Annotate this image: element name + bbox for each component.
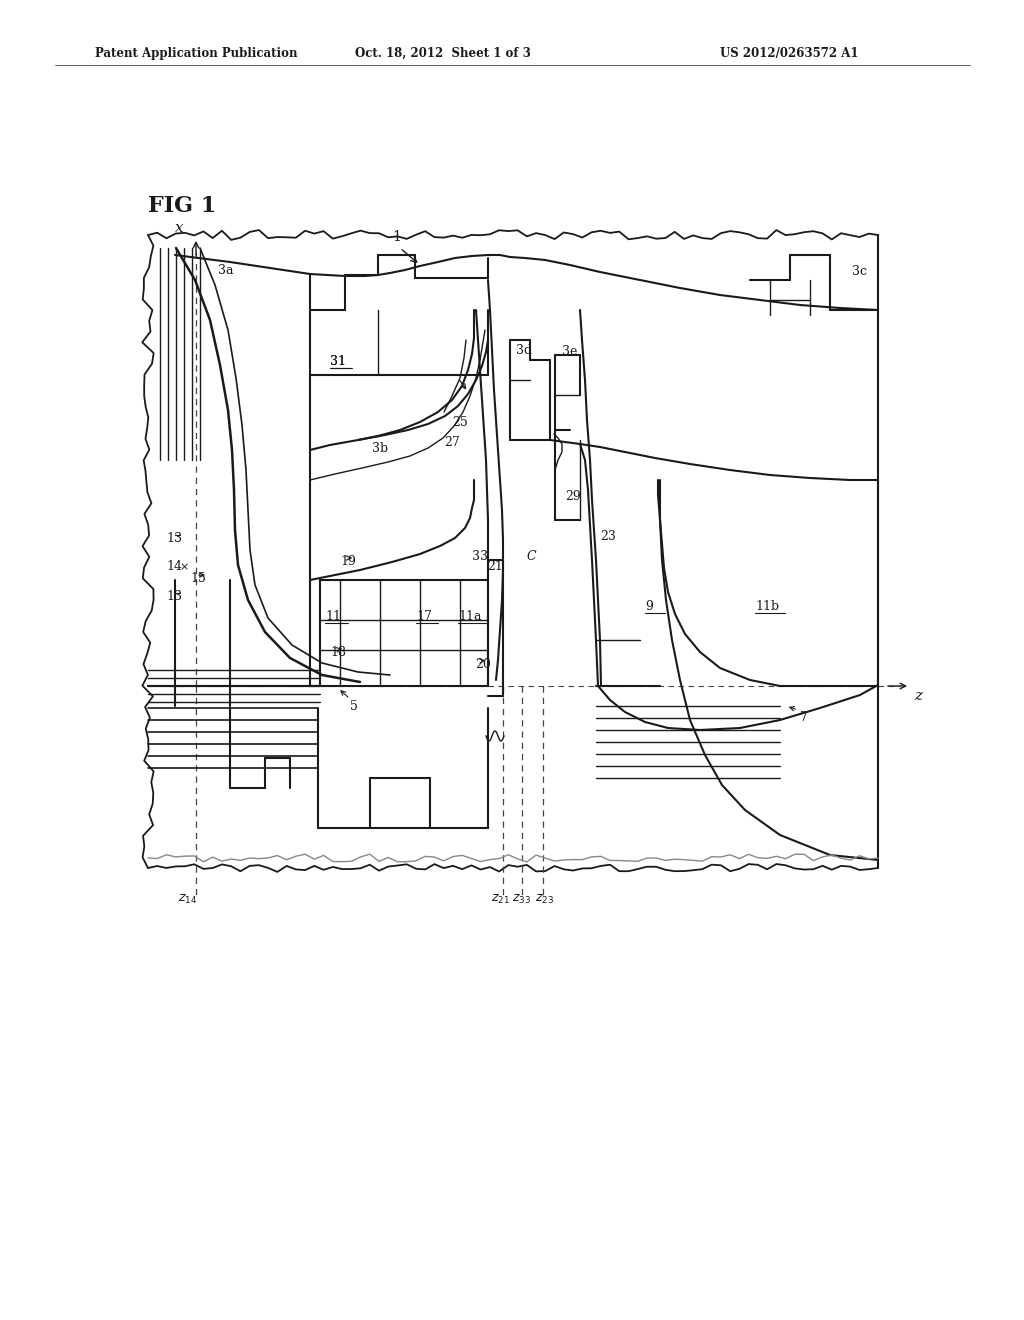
Text: 20: 20 <box>475 657 490 671</box>
Text: 23: 23 <box>600 531 615 543</box>
Text: $z_{23}$: $z_{23}$ <box>535 894 554 906</box>
Text: FIG 1: FIG 1 <box>148 195 216 216</box>
Text: 29: 29 <box>565 490 581 503</box>
Text: 3c: 3c <box>852 265 867 279</box>
Text: 15: 15 <box>190 572 206 585</box>
Text: Oct. 18, 2012  Sheet 1 of 3: Oct. 18, 2012 Sheet 1 of 3 <box>355 48 530 59</box>
Text: 3d: 3d <box>516 345 532 356</box>
Text: 3b: 3b <box>372 442 388 455</box>
Text: 7: 7 <box>800 711 808 723</box>
Text: $z_{14}$: $z_{14}$ <box>178 894 198 906</box>
Text: $z_{33}$: $z_{33}$ <box>512 894 531 906</box>
Text: US 2012/0263572 A1: US 2012/0263572 A1 <box>720 48 858 59</box>
Text: Patent Application Publication: Patent Application Publication <box>95 48 298 59</box>
Text: 31: 31 <box>330 355 346 368</box>
Text: 13: 13 <box>166 532 182 545</box>
Text: 11: 11 <box>325 610 341 623</box>
Text: ×: × <box>179 562 188 572</box>
Text: 5: 5 <box>350 700 357 713</box>
Text: 9: 9 <box>645 601 653 612</box>
Text: 17: 17 <box>416 610 432 623</box>
Text: C: C <box>527 550 537 564</box>
Text: x: x <box>175 220 184 235</box>
Text: 11b: 11b <box>755 601 779 612</box>
Text: z: z <box>914 689 922 704</box>
Text: 14: 14 <box>166 560 182 573</box>
Text: 3e: 3e <box>562 345 578 358</box>
Text: 1: 1 <box>392 230 400 244</box>
Text: 31: 31 <box>330 355 346 368</box>
Text: 33: 33 <box>472 550 488 564</box>
Text: 27: 27 <box>444 436 460 449</box>
Text: 13: 13 <box>166 590 182 603</box>
Text: 11a: 11a <box>458 610 481 623</box>
Text: $z_{21}$: $z_{21}$ <box>490 894 510 906</box>
Text: 3a: 3a <box>218 264 233 277</box>
Text: 18: 18 <box>330 645 346 659</box>
Text: 21: 21 <box>487 560 503 573</box>
Text: 25: 25 <box>452 416 468 429</box>
Text: 19: 19 <box>340 554 356 568</box>
